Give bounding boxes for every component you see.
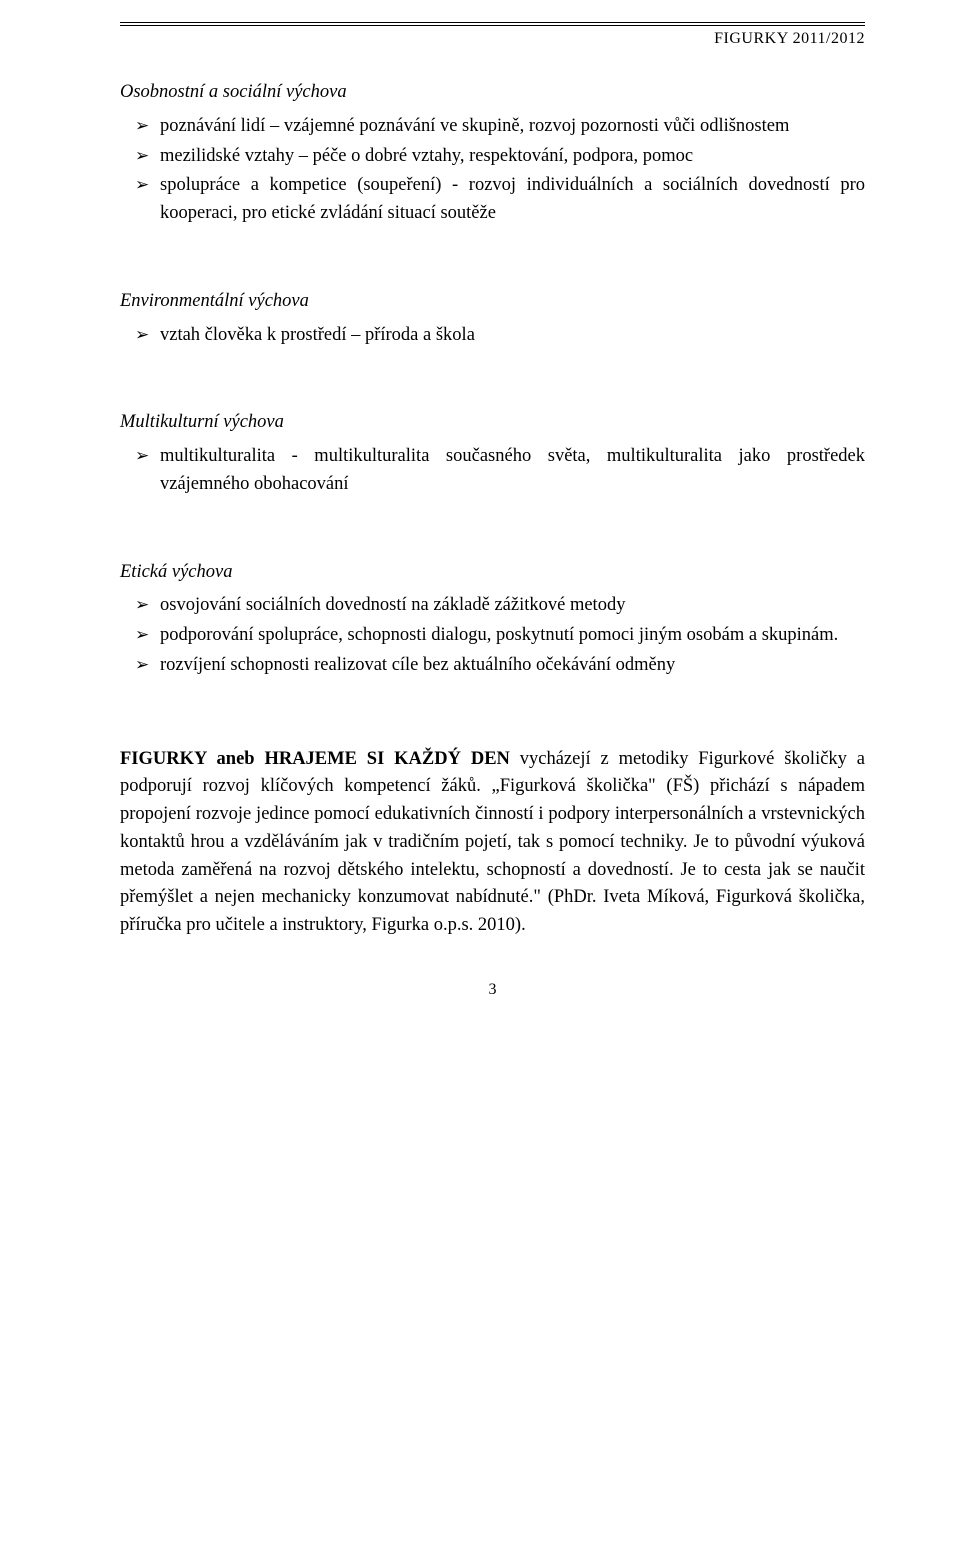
section-heading-eticka: Etická výchova [120,559,865,587]
bullet-list: multikulturalita - multikulturalita souč… [120,443,865,499]
header-rule [120,22,865,26]
page-number: 3 [120,978,865,1002]
bullet-list: poznávání lidí – vzájemné poznávání ve s… [120,113,865,228]
running-head: FIGURKY 2011/2012 [120,27,865,51]
bullet-list: vztah člověka k prostředí – příroda a šk… [120,322,865,350]
section-heading-multikulturni: Multikulturní výchova [120,409,865,437]
list-item: spolupráce a kompetice (soupeření) - roz… [120,172,865,228]
section-heading-osobnostni: Osobnostní a sociální výchova [120,79,865,107]
paragraph-bold-lead: FIGURKY aneb HRAJEME SI KAŽDÝ DEN [120,749,510,769]
list-item: poznávání lidí – vzájemné poznávání ve s… [120,113,865,141]
paragraph-rest: vycházejí z metodiky Figurkové školičky … [120,749,865,936]
list-item: rozvíjení schopnosti realizovat cíle bez… [120,652,865,680]
list-item: multikulturalita - multikulturalita souč… [120,443,865,499]
bullet-list: osvojování sociálních dovedností na zákl… [120,592,865,679]
section-heading-environmentalni: Environmentální výchova [120,288,865,316]
list-item: vztah člověka k prostředí – příroda a šk… [120,322,865,350]
main-paragraph: FIGURKY aneb HRAJEME SI KAŽDÝ DEN vycház… [120,746,865,940]
list-item: mezilidské vztahy – péče o dobré vztahy,… [120,143,865,171]
list-item: osvojování sociálních dovedností na zákl… [120,592,865,620]
list-item: podporování spolupráce, schopnosti dialo… [120,622,865,650]
